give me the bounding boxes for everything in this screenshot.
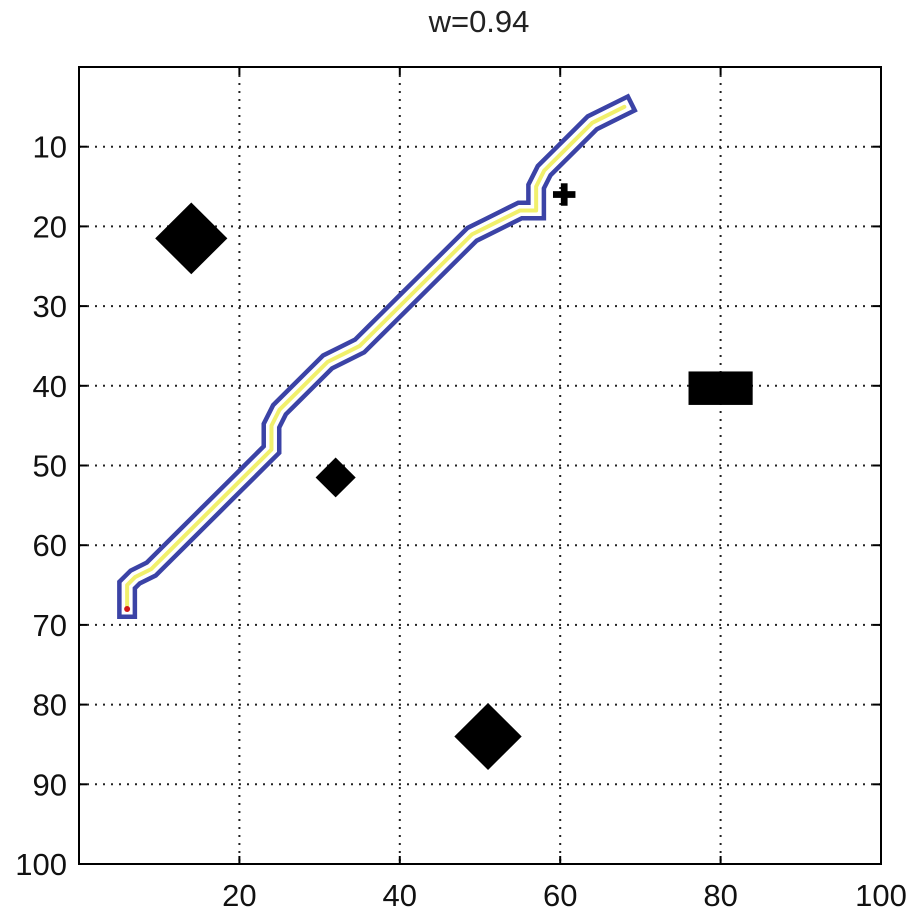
- x-tick-label: 80: [703, 878, 737, 913]
- y-tick-label: 70: [33, 608, 67, 643]
- chart-title: w=0.94: [428, 4, 530, 39]
- y-tick-label: 20: [33, 209, 67, 244]
- y-tick-label: 30: [33, 289, 67, 324]
- diamond-obstacle: [315, 457, 356, 498]
- y-tick-label: 50: [33, 449, 67, 484]
- path-core-line: [125, 104, 627, 611]
- obstacles: [155, 183, 753, 770]
- y-tick-labels: 10 20 30 40 50 60 70 80 90 100: [15, 130, 67, 882]
- x-tick-label: 40: [383, 878, 417, 913]
- y-tick-label: 90: [33, 767, 67, 802]
- y-tick-label: 40: [33, 369, 67, 404]
- diamond-obstacle: [454, 703, 522, 770]
- path-start-point: [124, 605, 131, 612]
- y-tick-label: 10: [33, 130, 67, 165]
- x-tick-label: 60: [543, 878, 577, 913]
- y-tick-label: 100: [15, 847, 67, 882]
- x-tick-label: 20: [222, 878, 256, 913]
- x-tick-labels: 20 40 60 80 100: [222, 878, 907, 913]
- rectangle-obstacle: [688, 371, 753, 405]
- y-tick-label: 80: [33, 688, 67, 723]
- diamond-obstacle: [155, 202, 228, 275]
- plus-obstacle-v: [560, 183, 568, 206]
- axis-ticks: [79, 67, 882, 865]
- x-tick-label: 100: [855, 878, 907, 913]
- planned-path: [117, 93, 638, 619]
- y-tick-label: 60: [33, 528, 67, 563]
